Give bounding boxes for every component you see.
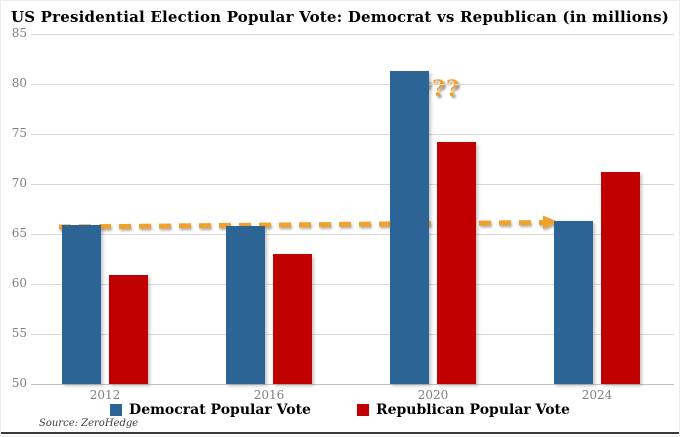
bar-republican-popular-vote-2024: [601, 172, 640, 384]
gridline-80: [31, 84, 674, 85]
y-axis-tick-80: 80: [11, 76, 27, 90]
bar-democrat-popular-vote-2012: [62, 225, 101, 384]
republican-legend-swatch-icon: [356, 404, 369, 416]
bottom-divider: [1, 432, 679, 434]
plot-area: ??? 85 80 75 70 65 60 55 50 2012 2016 2020 2024: [12, 26, 674, 402]
chart-legend: Democrat Popular Vote Republican Popular…: [1, 402, 679, 418]
x-axis-label-2012: 2012: [89, 388, 121, 402]
y-axis-tick-70: 70: [11, 176, 27, 190]
bar-democrat-popular-vote-2024: [554, 221, 593, 384]
gridline-50: [31, 384, 674, 385]
gridline-85: [31, 34, 674, 35]
gridline-75: [31, 134, 674, 135]
bar-republican-popular-vote-2012: [109, 275, 148, 384]
y-axis-tick-50: 50: [11, 376, 27, 390]
democrat-legend-swatch-icon: [110, 404, 123, 416]
chart-title: US Presidential Election Popular Vote: D…: [10, 8, 670, 26]
bar-democrat-popular-vote-2020: [390, 71, 429, 384]
x-axis-label-2024: 2024: [581, 388, 613, 402]
y-axis-tick-75: 75: [11, 126, 27, 140]
gridline-55: [31, 334, 674, 335]
bar-republican-popular-vote-2020: [437, 142, 476, 384]
legend-label-democrat: Democrat Popular Vote: [129, 402, 311, 418]
x-axis-label-2020: 2020: [417, 388, 449, 402]
y-axis-tick-55: 55: [11, 326, 27, 340]
legend-label-republican: Republican Popular Vote: [375, 402, 570, 418]
gridline-60: [31, 284, 674, 285]
source-credit: Source: ZeroHedge: [39, 418, 139, 429]
legend-item-democrat: Democrat Popular Vote: [110, 402, 311, 418]
y-axis-tick-65: 65: [11, 226, 27, 240]
gridline-65: [31, 234, 674, 235]
gridline-70: [31, 184, 674, 185]
legend-item-republican: Republican Popular Vote: [356, 402, 570, 418]
y-axis-tick-85: 85: [11, 26, 27, 40]
x-axis-label-2016: 2016: [253, 388, 285, 402]
bar-democrat-popular-vote-2016: [226, 226, 265, 384]
y-axis-tick-60: 60: [11, 276, 27, 290]
bar-republican-popular-vote-2016: [273, 254, 312, 384]
